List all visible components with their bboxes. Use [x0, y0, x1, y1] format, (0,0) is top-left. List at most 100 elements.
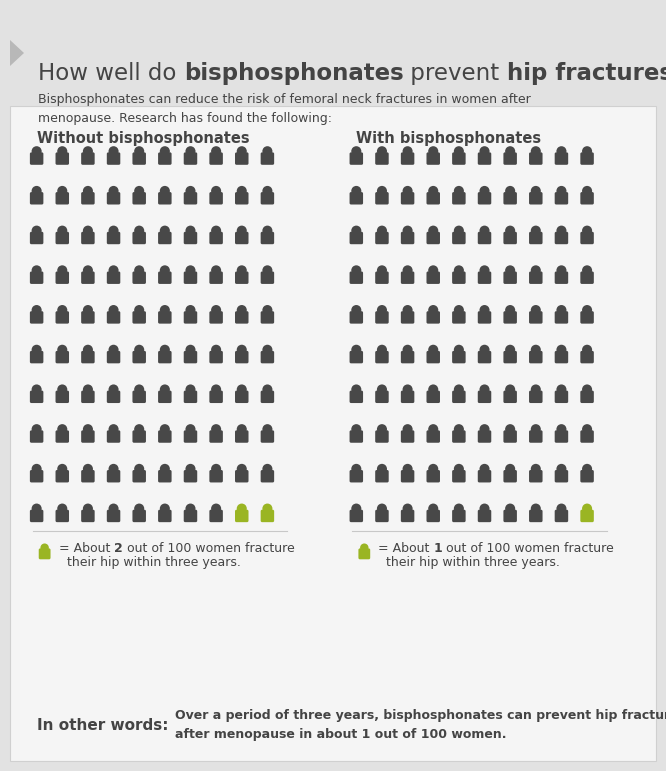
- Circle shape: [351, 503, 362, 513]
- FancyBboxPatch shape: [426, 153, 440, 165]
- Circle shape: [185, 424, 196, 434]
- FancyBboxPatch shape: [478, 232, 492, 244]
- FancyBboxPatch shape: [529, 510, 543, 522]
- Circle shape: [428, 186, 438, 196]
- FancyBboxPatch shape: [184, 311, 197, 324]
- FancyBboxPatch shape: [158, 470, 172, 483]
- FancyBboxPatch shape: [375, 153, 389, 165]
- FancyBboxPatch shape: [375, 470, 389, 483]
- FancyBboxPatch shape: [452, 351, 466, 363]
- Circle shape: [428, 226, 438, 236]
- FancyBboxPatch shape: [503, 271, 517, 284]
- FancyBboxPatch shape: [580, 391, 594, 403]
- FancyBboxPatch shape: [158, 510, 172, 522]
- Circle shape: [556, 345, 567, 355]
- FancyBboxPatch shape: [30, 510, 43, 522]
- Circle shape: [454, 226, 464, 236]
- FancyBboxPatch shape: [503, 192, 517, 204]
- FancyBboxPatch shape: [209, 391, 223, 403]
- Circle shape: [185, 265, 196, 275]
- Circle shape: [582, 146, 592, 157]
- Circle shape: [531, 345, 541, 355]
- FancyBboxPatch shape: [184, 232, 197, 244]
- Circle shape: [185, 503, 196, 513]
- Circle shape: [109, 305, 119, 315]
- Circle shape: [109, 265, 119, 275]
- Text: their hip within three years.: their hip within three years.: [386, 556, 560, 569]
- FancyBboxPatch shape: [478, 470, 492, 483]
- Circle shape: [31, 345, 42, 355]
- FancyBboxPatch shape: [426, 232, 440, 244]
- Circle shape: [377, 345, 387, 355]
- Circle shape: [41, 544, 49, 552]
- FancyBboxPatch shape: [555, 510, 568, 522]
- Circle shape: [582, 265, 592, 275]
- FancyBboxPatch shape: [133, 510, 146, 522]
- FancyBboxPatch shape: [235, 192, 248, 204]
- Circle shape: [480, 503, 490, 513]
- Circle shape: [505, 385, 515, 395]
- Circle shape: [556, 146, 567, 157]
- Circle shape: [211, 503, 221, 513]
- Circle shape: [402, 385, 413, 395]
- Circle shape: [262, 305, 272, 315]
- Text: In other words:: In other words:: [37, 718, 168, 732]
- Circle shape: [480, 305, 490, 315]
- FancyBboxPatch shape: [503, 351, 517, 363]
- Circle shape: [134, 265, 145, 275]
- Circle shape: [505, 265, 515, 275]
- FancyBboxPatch shape: [350, 351, 363, 363]
- Circle shape: [160, 265, 170, 275]
- FancyBboxPatch shape: [184, 153, 197, 165]
- FancyBboxPatch shape: [580, 311, 594, 324]
- Text: = About: = About: [378, 542, 434, 555]
- Circle shape: [236, 345, 247, 355]
- Circle shape: [454, 265, 464, 275]
- Circle shape: [134, 424, 145, 434]
- Circle shape: [556, 503, 567, 513]
- Circle shape: [31, 265, 42, 275]
- FancyBboxPatch shape: [529, 351, 543, 363]
- FancyBboxPatch shape: [555, 271, 568, 284]
- Circle shape: [83, 265, 93, 275]
- Circle shape: [454, 146, 464, 157]
- Circle shape: [211, 424, 221, 434]
- FancyBboxPatch shape: [375, 232, 389, 244]
- FancyBboxPatch shape: [452, 232, 466, 244]
- FancyBboxPatch shape: [401, 430, 414, 443]
- Circle shape: [556, 186, 567, 196]
- FancyBboxPatch shape: [158, 430, 172, 443]
- Circle shape: [402, 305, 413, 315]
- FancyBboxPatch shape: [184, 192, 197, 204]
- FancyBboxPatch shape: [235, 510, 248, 522]
- Circle shape: [262, 424, 272, 434]
- Circle shape: [531, 146, 541, 157]
- Circle shape: [185, 305, 196, 315]
- FancyBboxPatch shape: [184, 351, 197, 363]
- FancyBboxPatch shape: [107, 311, 121, 324]
- FancyBboxPatch shape: [452, 192, 466, 204]
- Circle shape: [377, 186, 387, 196]
- Circle shape: [262, 186, 272, 196]
- Circle shape: [262, 226, 272, 236]
- Text: Bisphosphonates can reduce the risk of femoral neck fractures in women after
men: Bisphosphonates can reduce the risk of f…: [38, 93, 531, 126]
- Circle shape: [556, 424, 567, 434]
- Circle shape: [402, 503, 413, 513]
- Circle shape: [505, 186, 515, 196]
- FancyBboxPatch shape: [55, 232, 69, 244]
- Circle shape: [402, 186, 413, 196]
- Circle shape: [83, 186, 93, 196]
- Circle shape: [454, 424, 464, 434]
- Circle shape: [505, 464, 515, 474]
- Circle shape: [582, 424, 592, 434]
- FancyBboxPatch shape: [452, 391, 466, 403]
- FancyBboxPatch shape: [55, 430, 69, 443]
- FancyBboxPatch shape: [529, 311, 543, 324]
- Circle shape: [31, 424, 42, 434]
- FancyBboxPatch shape: [555, 470, 568, 483]
- FancyBboxPatch shape: [55, 391, 69, 403]
- Circle shape: [377, 503, 387, 513]
- Circle shape: [185, 226, 196, 236]
- FancyBboxPatch shape: [555, 430, 568, 443]
- Circle shape: [109, 424, 119, 434]
